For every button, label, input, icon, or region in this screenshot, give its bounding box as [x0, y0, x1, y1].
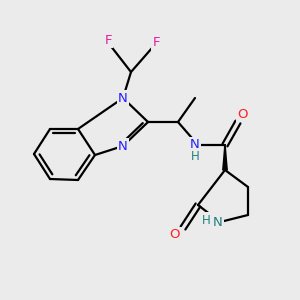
Text: O: O — [238, 107, 248, 121]
Text: N: N — [190, 139, 200, 152]
Text: H: H — [202, 214, 210, 226]
Text: H: H — [190, 149, 200, 163]
Text: N: N — [118, 140, 128, 152]
Text: O: O — [170, 229, 180, 242]
Text: F: F — [152, 37, 160, 50]
Polygon shape — [223, 145, 227, 170]
Text: N: N — [118, 92, 128, 104]
Text: F: F — [104, 34, 112, 46]
Text: N: N — [213, 215, 223, 229]
